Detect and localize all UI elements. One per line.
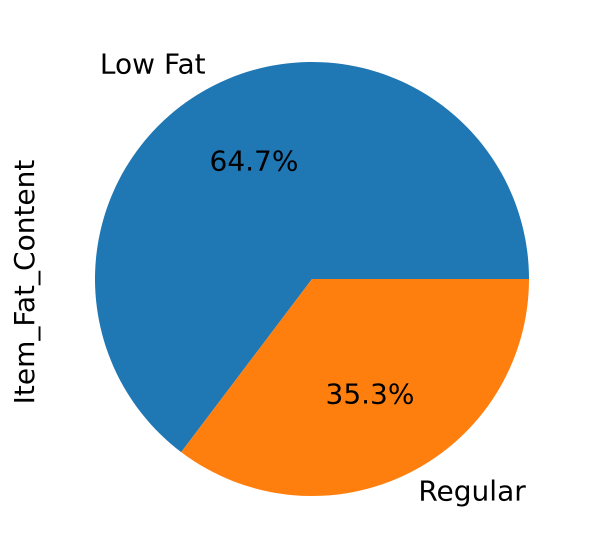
slice-label-low-fat: Low Fat — [100, 47, 206, 80]
pie-labels: Low Fat 64.7% Regular 35.3% — [100, 47, 526, 507]
y-axis-label: Item_Fat_Content — [8, 160, 41, 405]
pct-label-low-fat: 64.7% — [210, 144, 299, 177]
pie-slice-regular — [181, 279, 529, 496]
slice-label-regular: Regular — [418, 475, 526, 508]
pie-slices — [95, 62, 530, 496]
pct-label-regular: 35.3% — [326, 378, 415, 411]
pie-slice-low-fat — [95, 62, 530, 453]
